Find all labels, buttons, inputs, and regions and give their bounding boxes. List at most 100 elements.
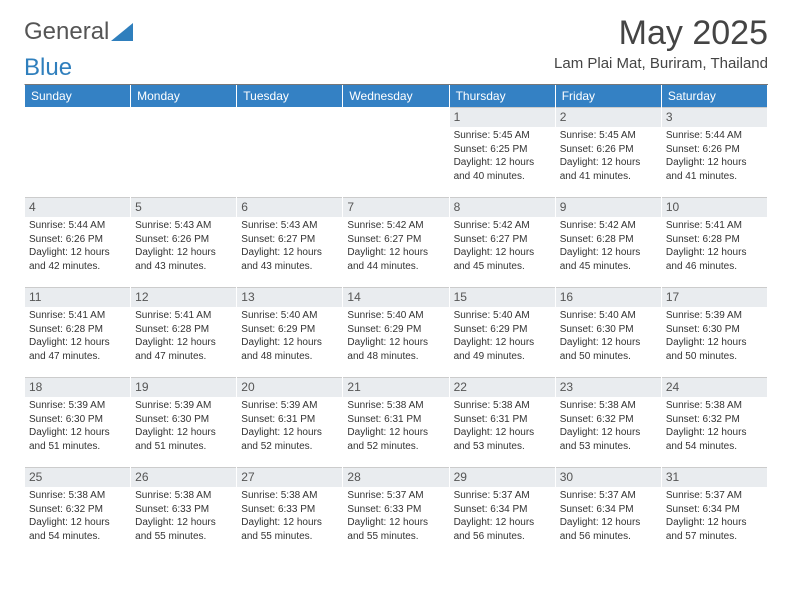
sunset-line: Sunset: 6:27 PM — [347, 234, 444, 247]
daylight-line-2: and 53 minutes. — [560, 441, 657, 454]
calendar-cell: 26Sunrise: 5:38 AMSunset: 6:33 PMDayligh… — [131, 467, 237, 557]
daylight-line-1: Daylight: 12 hours — [560, 247, 657, 260]
day-number: 3 — [662, 107, 767, 127]
day-body: Sunrise: 5:37 AMSunset: 6:34 PMDaylight:… — [556, 487, 661, 548]
day-body: Sunrise: 5:42 AMSunset: 6:27 PMDaylight:… — [450, 217, 555, 278]
daylight-line-2: and 43 minutes. — [135, 261, 232, 274]
sunset-line: Sunset: 6:31 PM — [347, 414, 444, 427]
daylight-line-2: and 44 minutes. — [347, 261, 444, 274]
sunset-line: Sunset: 6:28 PM — [135, 324, 232, 337]
day-body: Sunrise: 5:43 AMSunset: 6:26 PMDaylight:… — [131, 217, 236, 278]
day-body: Sunrise: 5:39 AMSunset: 6:31 PMDaylight:… — [237, 397, 342, 458]
day-body: Sunrise: 5:37 AMSunset: 6:34 PMDaylight:… — [450, 487, 555, 548]
sunset-line: Sunset: 6:28 PM — [666, 234, 763, 247]
daylight-line-1: Daylight: 12 hours — [454, 337, 551, 350]
day-number: 27 — [237, 467, 342, 487]
sunrise-line: Sunrise: 5:45 AM — [454, 130, 551, 143]
calendar-cell: 12Sunrise: 5:41 AMSunset: 6:28 PMDayligh… — [131, 287, 237, 377]
day-body: Sunrise: 5:38 AMSunset: 6:32 PMDaylight:… — [556, 397, 661, 458]
sunset-line: Sunset: 6:26 PM — [135, 234, 232, 247]
calendar-cell: 8Sunrise: 5:42 AMSunset: 6:27 PMDaylight… — [450, 197, 556, 287]
day-number: 19 — [131, 377, 236, 397]
day-number: 28 — [343, 467, 448, 487]
daylight-line-2: and 55 minutes. — [135, 531, 232, 544]
day-number: 10 — [662, 197, 767, 217]
day-body: Sunrise: 5:39 AMSunset: 6:30 PMDaylight:… — [131, 397, 236, 458]
daylight-line-1: Daylight: 12 hours — [347, 517, 444, 530]
logo-word-general: General — [24, 18, 109, 46]
day-number: 17 — [662, 287, 767, 307]
daylight-line-1: Daylight: 12 hours — [666, 337, 763, 350]
day-number: 18 — [25, 377, 130, 397]
calendar-cell: 22Sunrise: 5:38 AMSunset: 6:31 PMDayligh… — [450, 377, 556, 467]
sunset-line: Sunset: 6:32 PM — [29, 504, 126, 517]
day-body: Sunrise: 5:38 AMSunset: 6:32 PMDaylight:… — [662, 397, 767, 458]
sunrise-line: Sunrise: 5:44 AM — [29, 220, 126, 233]
sunset-line: Sunset: 6:25 PM — [454, 144, 551, 157]
daylight-line-1: Daylight: 12 hours — [666, 517, 763, 530]
calendar-cell: 4Sunrise: 5:44 AMSunset: 6:26 PMDaylight… — [25, 197, 131, 287]
day-number: 8 — [450, 197, 555, 217]
day-body: Sunrise: 5:42 AMSunset: 6:28 PMDaylight:… — [556, 217, 661, 278]
sunset-line: Sunset: 6:34 PM — [666, 504, 763, 517]
sunset-line: Sunset: 6:32 PM — [666, 414, 763, 427]
daylight-line-2: and 52 minutes. — [347, 441, 444, 454]
weekday-header: Sunday — [25, 85, 131, 107]
daylight-line-2: and 46 minutes. — [666, 261, 763, 274]
calendar-cell: 11Sunrise: 5:41 AMSunset: 6:28 PMDayligh… — [25, 287, 131, 377]
daylight-line-2: and 57 minutes. — [666, 531, 763, 544]
sunset-line: Sunset: 6:26 PM — [666, 144, 763, 157]
day-body: Sunrise: 5:37 AMSunset: 6:34 PMDaylight:… — [662, 487, 767, 548]
day-number: 24 — [662, 377, 767, 397]
calendar-cell: 30Sunrise: 5:37 AMSunset: 6:34 PMDayligh… — [556, 467, 662, 557]
daylight-line-2: and 40 minutes. — [454, 171, 551, 184]
sunset-line: Sunset: 6:34 PM — [560, 504, 657, 517]
sunset-line: Sunset: 6:27 PM — [241, 234, 338, 247]
daylight-line-1: Daylight: 12 hours — [560, 157, 657, 170]
day-number: 30 — [556, 467, 661, 487]
sunset-line: Sunset: 6:32 PM — [560, 414, 657, 427]
sunrise-line: Sunrise: 5:41 AM — [135, 310, 232, 323]
day-body: Sunrise: 5:41 AMSunset: 6:28 PMDaylight:… — [25, 307, 130, 368]
calendar-cell: 10Sunrise: 5:41 AMSunset: 6:28 PMDayligh… — [662, 197, 768, 287]
daylight-line-2: and 48 minutes. — [241, 351, 338, 364]
day-body: Sunrise: 5:38 AMSunset: 6:31 PMDaylight:… — [450, 397, 555, 458]
calendar-cell: 3Sunrise: 5:44 AMSunset: 6:26 PMDaylight… — [662, 107, 768, 197]
daylight-line-1: Daylight: 12 hours — [666, 157, 763, 170]
daylight-line-1: Daylight: 12 hours — [347, 337, 444, 350]
daylight-line-2: and 53 minutes. — [454, 441, 551, 454]
daylight-line-2: and 45 minutes. — [560, 261, 657, 274]
weekday-header: Wednesday — [343, 85, 449, 107]
daylight-line-1: Daylight: 12 hours — [241, 247, 338, 260]
sunrise-line: Sunrise: 5:38 AM — [666, 400, 763, 413]
day-number: 7 — [343, 197, 448, 217]
daylight-line-2: and 52 minutes. — [241, 441, 338, 454]
day-number: 12 — [131, 287, 236, 307]
day-body: Sunrise: 5:38 AMSunset: 6:33 PMDaylight:… — [131, 487, 236, 548]
day-body: Sunrise: 5:38 AMSunset: 6:33 PMDaylight:… — [237, 487, 342, 548]
sunset-line: Sunset: 6:33 PM — [241, 504, 338, 517]
sunset-line: Sunset: 6:31 PM — [241, 414, 338, 427]
daylight-line-2: and 55 minutes. — [241, 531, 338, 544]
day-number: 1 — [450, 107, 555, 127]
sunset-line: Sunset: 6:29 PM — [454, 324, 551, 337]
daylight-line-1: Daylight: 12 hours — [454, 157, 551, 170]
day-body: Sunrise: 5:45 AMSunset: 6:25 PMDaylight:… — [450, 127, 555, 188]
daylight-line-1: Daylight: 12 hours — [29, 427, 126, 440]
sunrise-line: Sunrise: 5:38 AM — [454, 400, 551, 413]
sunrise-line: Sunrise: 5:40 AM — [454, 310, 551, 323]
daylight-line-1: Daylight: 12 hours — [29, 517, 126, 530]
sunrise-line: Sunrise: 5:38 AM — [347, 400, 444, 413]
calendar-cell: 19Sunrise: 5:39 AMSunset: 6:30 PMDayligh… — [131, 377, 237, 467]
day-number: 23 — [556, 377, 661, 397]
calendar-cell: 31Sunrise: 5:37 AMSunset: 6:34 PMDayligh… — [662, 467, 768, 557]
calendar-cell: 16Sunrise: 5:40 AMSunset: 6:30 PMDayligh… — [556, 287, 662, 377]
sunset-line: Sunset: 6:30 PM — [560, 324, 657, 337]
daylight-line-2: and 51 minutes. — [135, 441, 232, 454]
daylight-line-2: and 47 minutes. — [29, 351, 126, 364]
calendar-cell: 14Sunrise: 5:40 AMSunset: 6:29 PMDayligh… — [343, 287, 449, 377]
daylight-line-1: Daylight: 12 hours — [560, 337, 657, 350]
daylight-line-1: Daylight: 12 hours — [241, 517, 338, 530]
daylight-line-2: and 50 minutes. — [666, 351, 763, 364]
sunrise-line: Sunrise: 5:38 AM — [29, 490, 126, 503]
